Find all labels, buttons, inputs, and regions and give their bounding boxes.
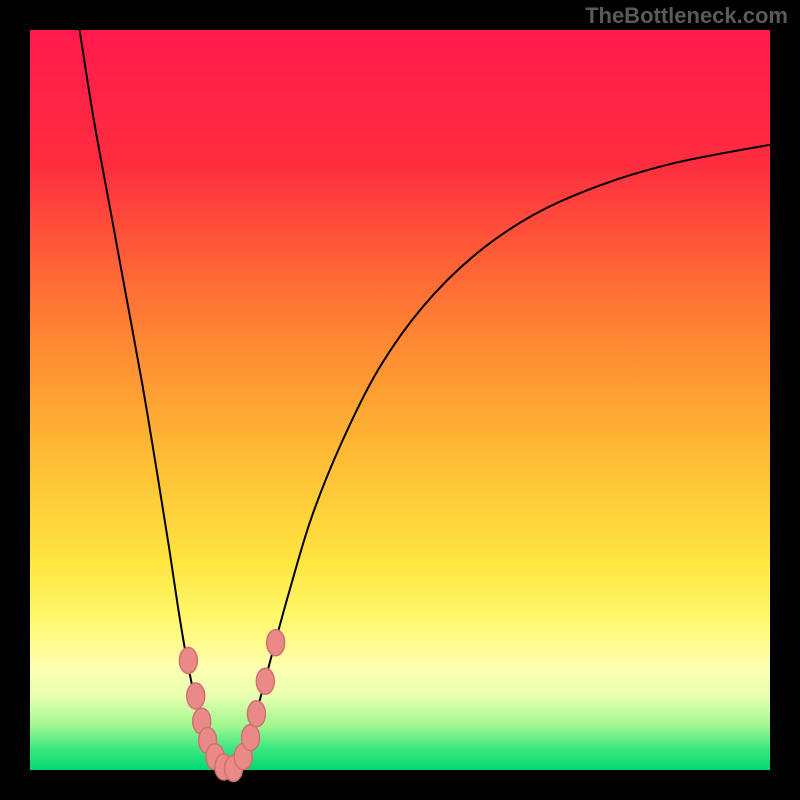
- data-marker: [256, 668, 274, 694]
- plot-gradient: [30, 30, 770, 770]
- data-marker: [267, 630, 285, 656]
- data-marker: [247, 701, 265, 727]
- data-marker: [242, 724, 260, 750]
- watermark-text: TheBottleneck.com: [585, 3, 788, 29]
- data-marker: [179, 647, 197, 673]
- chart-container: TheBottleneck.com: [0, 0, 800, 800]
- data-marker: [187, 683, 205, 709]
- bottleneck-chart: [0, 0, 800, 800]
